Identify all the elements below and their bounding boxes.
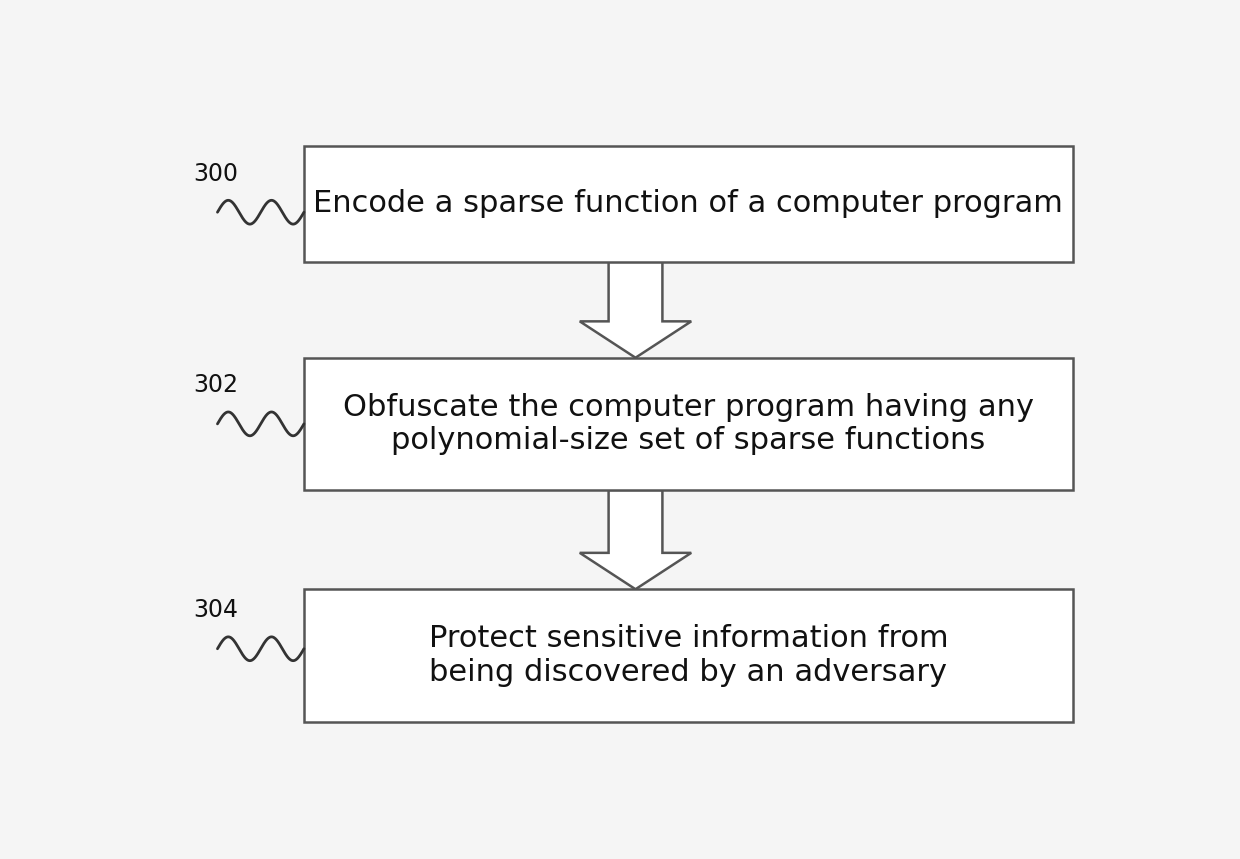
Text: 300: 300 xyxy=(193,161,238,186)
FancyBboxPatch shape xyxy=(304,357,1073,490)
FancyBboxPatch shape xyxy=(304,589,1073,722)
Text: 302: 302 xyxy=(193,374,238,398)
Text: Encode a sparse function of a computer program: Encode a sparse function of a computer p… xyxy=(314,190,1063,218)
Text: Protect sensitive information from
being discovered by an adversary: Protect sensitive information from being… xyxy=(429,624,949,686)
Polygon shape xyxy=(580,490,691,589)
Polygon shape xyxy=(580,262,691,357)
FancyBboxPatch shape xyxy=(304,146,1073,262)
Text: Obfuscate the computer program having any
polynomial-size set of sparse function: Obfuscate the computer program having an… xyxy=(342,393,1034,455)
Text: 304: 304 xyxy=(193,599,238,622)
